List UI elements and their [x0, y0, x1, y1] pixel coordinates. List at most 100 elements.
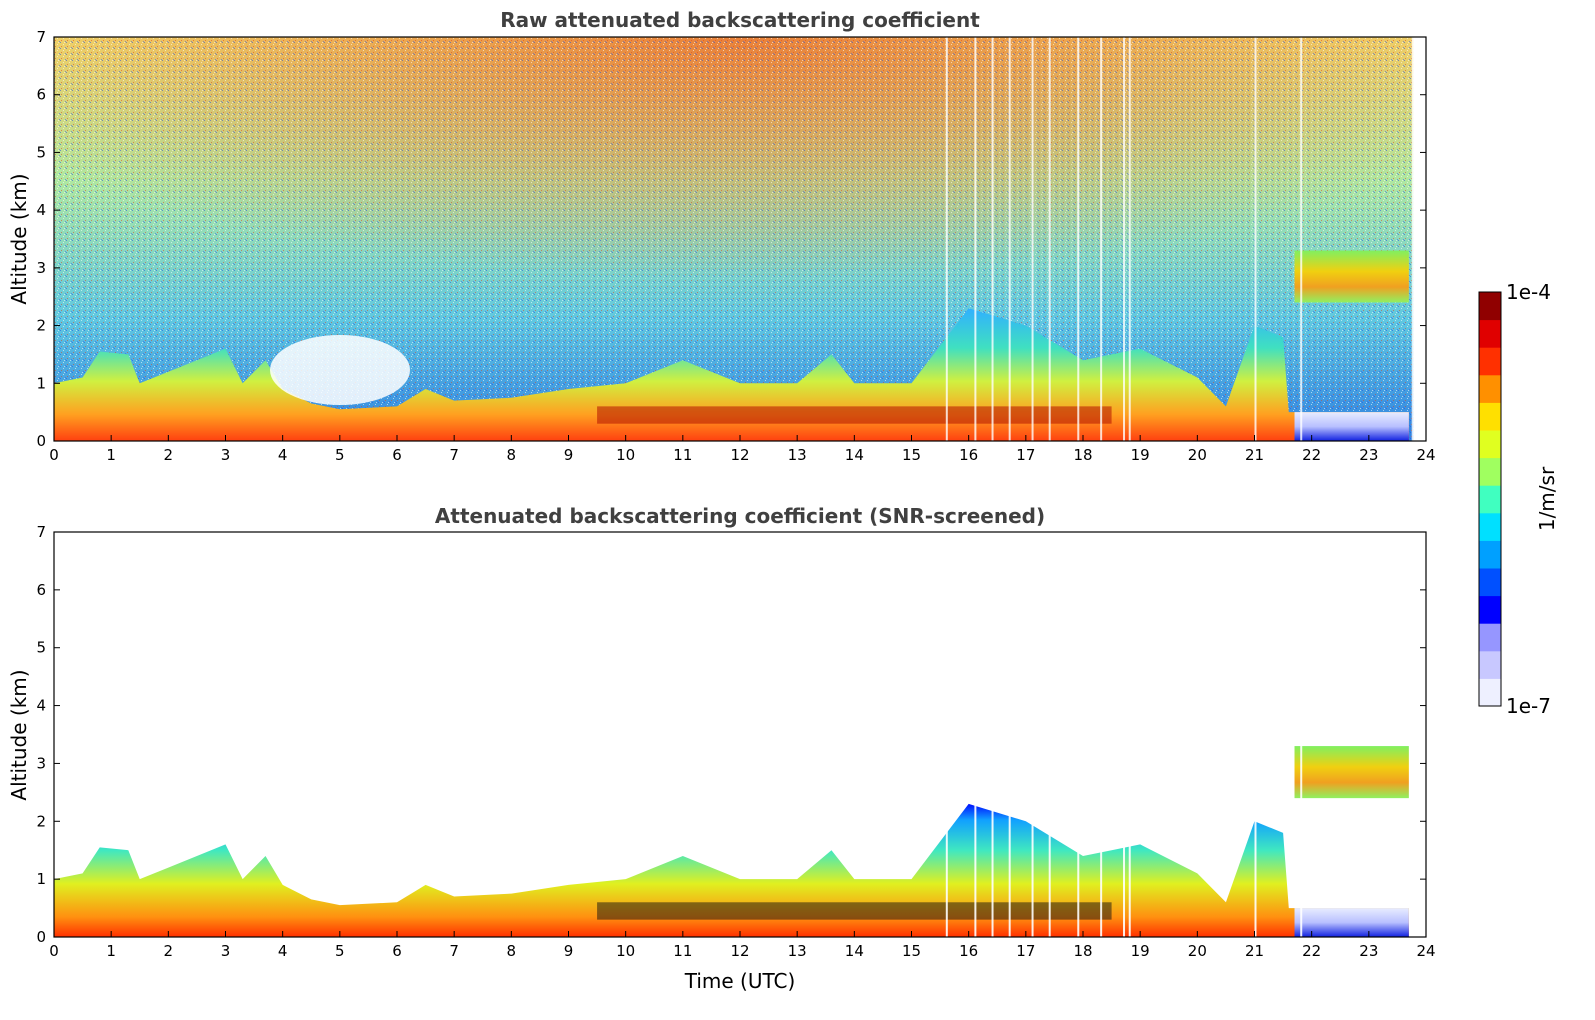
raw-xtick-label: 18 [1073, 446, 1092, 464]
raw-ytick-label: 6 [36, 86, 46, 104]
raw-xtick-label: 24 [1416, 446, 1435, 464]
raw-x-axis: 0 1 2 3 4 5 6 7 8 9 10 11 12 13 14 15 16 17 18 19 20 21 22 23 24 [49, 435, 1436, 464]
raw-gap-stripe [1128, 37, 1131, 441]
screened-xtick-label: 13 [788, 942, 807, 960]
raw-xtick-label: 22 [1302, 446, 1321, 464]
screened-gap-stripe [1300, 532, 1303, 937]
raw-xtick-label: 16 [959, 446, 978, 464]
colorbar-band [1479, 402, 1501, 431]
colorbar: 1e-4 1e-7 1/m/sr [1478, 280, 1559, 718]
colorbar-min-label: 1e-7 [1506, 694, 1551, 718]
raw-gap-stripe [991, 37, 994, 441]
colorbar-band [1479, 595, 1501, 624]
raw-xtick-label: 1 [106, 446, 116, 464]
screened-xtick-label: 18 [1073, 942, 1092, 960]
raw-xtick-label: 21 [1245, 446, 1264, 464]
raw-xtick-label: 19 [1131, 446, 1150, 464]
raw-xtick-label: 6 [392, 446, 402, 464]
raw-gap-stripe [974, 37, 977, 441]
raw-xtick-label: 20 [1188, 446, 1207, 464]
raw-gap-stripe [1048, 37, 1051, 441]
raw-no-data-end [1413, 37, 1426, 441]
screened-y-axis: 0 1 2 3 4 5 6 7 [36, 523, 1426, 946]
screened-ytick-label: 4 [36, 697, 46, 715]
screened-night-lowlayer [1294, 908, 1409, 937]
screened-no-data-end [1413, 532, 1426, 937]
screened-gap-stripe [1008, 532, 1011, 937]
raw-elevated-layer [1294, 250, 1409, 303]
screened-ytick-label: 1 [36, 870, 46, 888]
raw-y-axis: 0 1 2 3 4 5 6 7 [36, 28, 1426, 450]
screened-gap-stripe [1123, 532, 1126, 937]
raw-panel-title: Raw attenuated backscattering coefficien… [500, 8, 980, 32]
raw-gap-stripe [1008, 37, 1011, 441]
screened-xtick-label: 7 [449, 942, 459, 960]
raw-xtick-label: 2 [164, 446, 174, 464]
raw-xtick-label: 23 [1359, 446, 1378, 464]
colorbar-band [1479, 623, 1501, 652]
raw-clear-air-region [270, 335, 410, 405]
screened-xtick-label: 6 [392, 942, 402, 960]
raw-gap-stripe [945, 37, 948, 441]
screened-xtick-label: 22 [1302, 942, 1321, 960]
raw-xtick-label: 13 [788, 446, 807, 464]
raw-ytick-label: 5 [36, 143, 46, 161]
screened-aerosol-layer [597, 902, 1112, 920]
screened-ytick-label: 2 [36, 812, 46, 830]
screened-xtick-label: 15 [902, 942, 921, 960]
screened-xtick-label: 24 [1416, 942, 1435, 960]
screened-xtick-label: 21 [1245, 942, 1264, 960]
screened-gap-stripe [1077, 532, 1080, 937]
screened-xtick-label: 17 [1016, 942, 1035, 960]
screened-xtick-label: 2 [164, 942, 174, 960]
raw-ytick-label: 7 [36, 28, 46, 46]
screened-xtick-label: 12 [730, 942, 749, 960]
screened-gap-stripe [1048, 532, 1051, 937]
raw-gap-stripe [1077, 37, 1080, 441]
raw-heatmap [54, 37, 1426, 441]
screened-missing-data-stripes [945, 532, 1426, 937]
screened-ytick-label: 3 [36, 754, 46, 772]
raw-ytick-label: 1 [36, 374, 46, 392]
screened-ytick-label: 0 [36, 928, 46, 946]
colorbar-band [1479, 650, 1501, 679]
screened-xtick-label: 1 [106, 942, 116, 960]
screened-xtick-label: 20 [1188, 942, 1207, 960]
colorbar-frame [1478, 291, 1502, 707]
screened-ytick-label: 6 [36, 581, 46, 599]
colorbar-band [1479, 540, 1501, 569]
colorbar-band [1479, 292, 1501, 321]
colorbar-band [1479, 568, 1501, 597]
screened-xtick-label: 5 [335, 942, 345, 960]
screened-xtick-label: 8 [507, 942, 517, 960]
screened-xtick-label: 23 [1359, 942, 1378, 960]
screened-xlabel: Time (UTC) [684, 969, 796, 993]
screened-xtick-label: 4 [278, 942, 288, 960]
raw-gap-stripe [1123, 37, 1126, 441]
raw-ytick-label: 0 [36, 432, 46, 450]
raw-ylabel: Altitude (km) [7, 173, 31, 304]
raw-xtick-label: 0 [49, 446, 59, 464]
raw-xtick-label: 5 [335, 446, 345, 464]
colorbar-bands [1479, 292, 1501, 707]
colorbar-band [1479, 678, 1501, 707]
colorbar-band [1479, 319, 1501, 348]
raw-xtick-label: 11 [673, 446, 692, 464]
screened-gap-stripe [1100, 532, 1103, 937]
raw-ytick-label: 3 [36, 259, 46, 277]
screened-gap-stripe [974, 532, 977, 937]
screened-ytick-label: 7 [36, 523, 46, 541]
raw-xtick-label: 15 [902, 446, 921, 464]
colorbar-band [1479, 512, 1501, 541]
screened-gap-stripe [1254, 532, 1257, 937]
screened-xtick-label: 11 [673, 942, 692, 960]
screened-xtick-label: 9 [564, 942, 574, 960]
colorbar-band [1479, 347, 1501, 376]
raw-gap-stripe [1100, 37, 1103, 441]
screened-ylabel: Altitude (km) [7, 669, 31, 800]
colorbar-unit-label: 1/m/sr [1535, 466, 1559, 531]
screened-gap-stripe [1411, 532, 1414, 937]
raw-xtick-label: 8 [507, 446, 517, 464]
raw-gap-stripe [1411, 37, 1414, 441]
